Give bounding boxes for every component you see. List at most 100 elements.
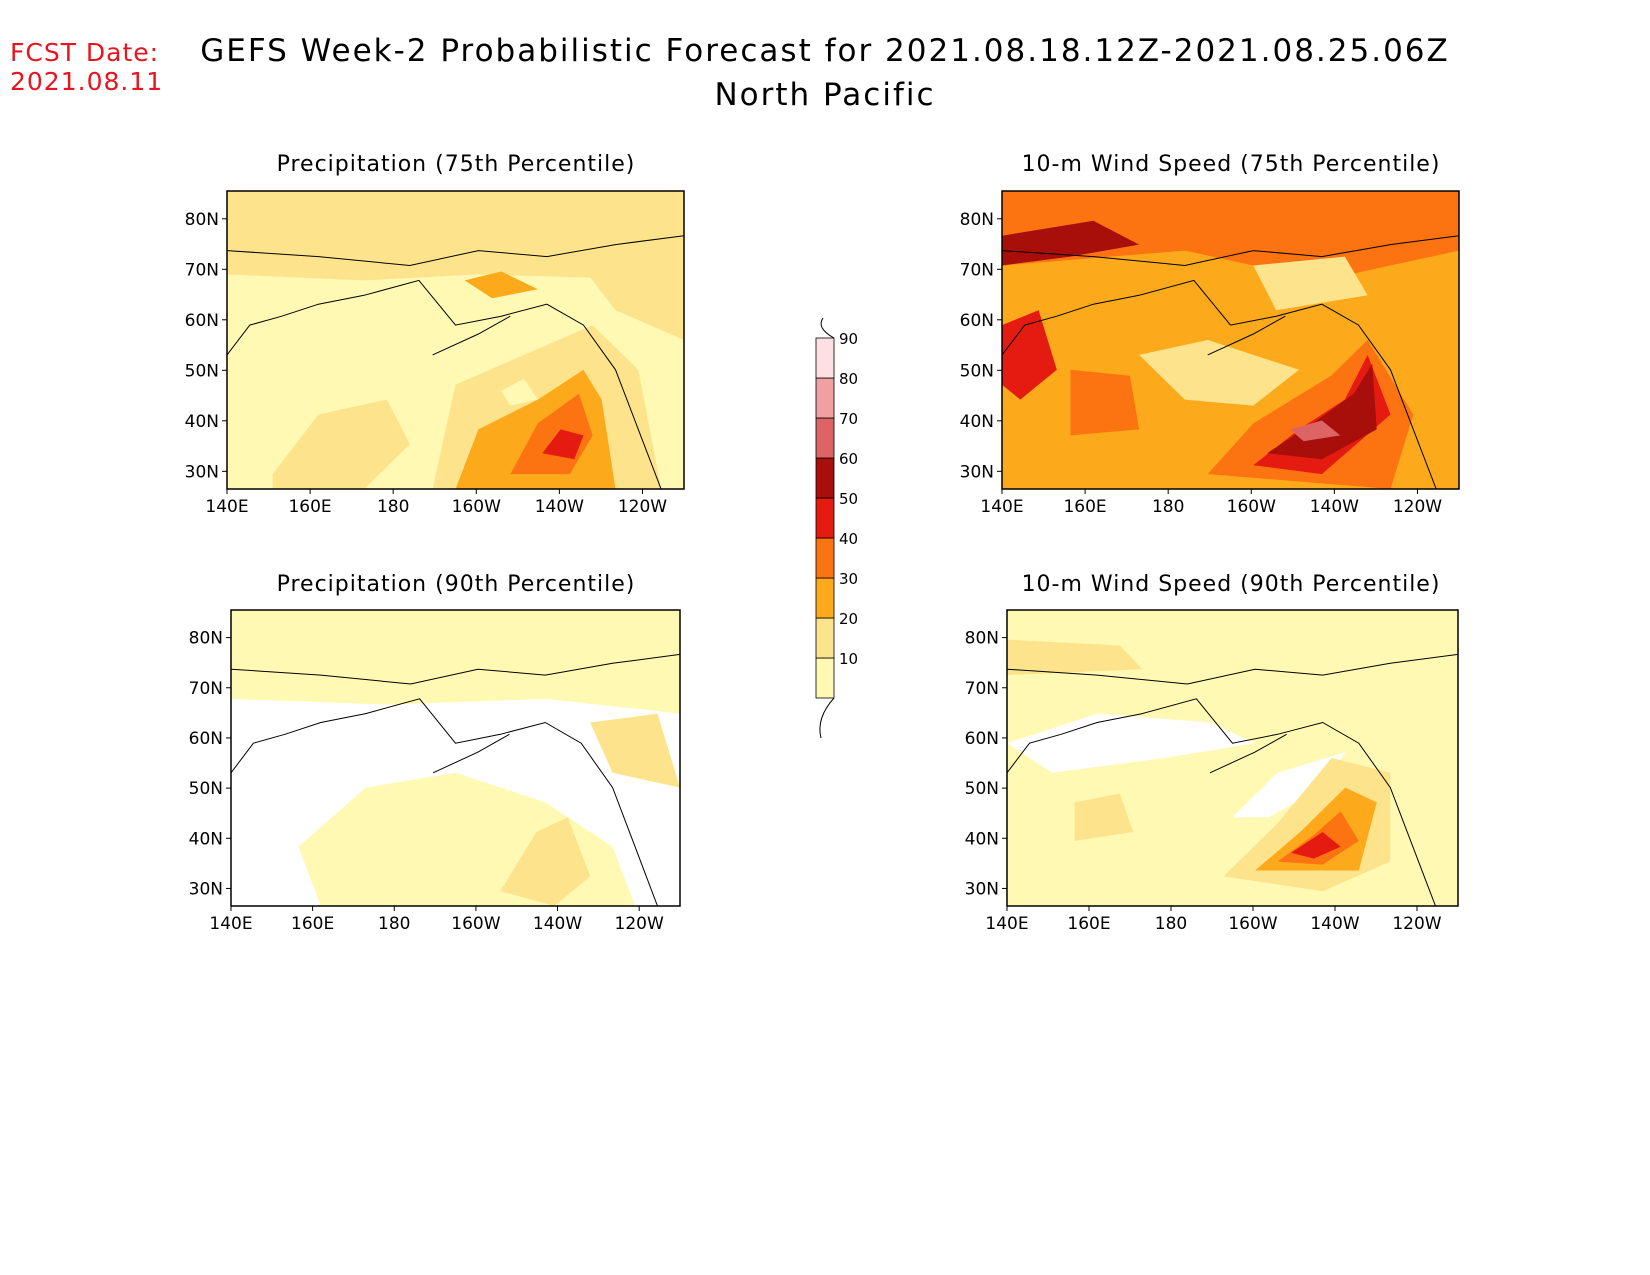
lon-tick-label: 180	[1152, 497, 1184, 517]
coastline	[231, 698, 658, 906]
lon-tick-label: 140W	[1310, 497, 1359, 517]
lat-tick-label: 40N	[960, 412, 994, 432]
panel-title-wind-75: 10-m Wind Speed (75th Percentile)	[1021, 152, 1441, 177]
lat-tick-label: 40N	[185, 412, 219, 432]
colorbar-segment	[815, 617, 835, 659]
colorbar-label: 50	[839, 490, 858, 508]
lat-tick-label: 60N	[960, 311, 994, 331]
probability-contour	[1253, 256, 1368, 311]
region-title: North Pacific	[714, 77, 936, 113]
lon-tick-label: 140W	[1310, 914, 1359, 934]
probability-contour	[227, 447, 264, 489]
lat-tick-label: 50N	[965, 779, 999, 799]
probability-contour	[590, 713, 680, 788]
colorbar-segment	[815, 417, 835, 459]
lon-tick-label: 120W	[1393, 497, 1442, 517]
probability-contour	[1002, 310, 1057, 400]
colorbar-label: 70	[839, 410, 858, 428]
lon-tick-label: 160E	[291, 914, 334, 934]
colorbar-label: 80	[839, 370, 858, 388]
lat-tick-label: 80N	[189, 629, 223, 649]
lat-tick-label: 60N	[185, 311, 219, 331]
probability-contour	[227, 191, 684, 281]
lat-tick-label: 80N	[185, 210, 219, 230]
probability-contour	[1255, 787, 1377, 871]
lat-tick-label: 40N	[189, 829, 223, 849]
lat-tick-label: 30N	[189, 879, 223, 899]
lon-tick-label: 180	[1155, 914, 1187, 934]
probability-contour	[272, 399, 410, 489]
probability-contour	[542, 429, 584, 460]
forecast-date-label: FCST Date: 2021.08.11	[10, 38, 163, 96]
lon-tick-label: 140E	[980, 497, 1023, 517]
colorbar-label: 10	[839, 650, 858, 668]
colorbar-segment	[815, 337, 835, 379]
coastline	[1002, 235, 1459, 267]
map-panel-2	[1002, 191, 1459, 489]
probability-contour	[1232, 752, 1346, 818]
colorbar-label: 30	[839, 570, 858, 588]
colorbar-segment	[815, 377, 835, 419]
lat-tick-label: 30N	[965, 879, 999, 899]
coastline	[1207, 315, 1286, 356]
lat-tick-label: 30N	[185, 462, 219, 482]
coastline	[432, 733, 510, 774]
lon-tick-label: 160W	[451, 914, 500, 934]
panel-title-wind-90: 10-m Wind Speed (90th Percentile)	[1021, 572, 1441, 597]
probability-contour	[1002, 220, 1140, 266]
lon-tick-label: 140E	[209, 914, 252, 934]
coastline	[432, 315, 511, 356]
colorbar-label: 20	[839, 610, 858, 628]
lat-tick-label: 70N	[960, 260, 994, 280]
lat-tick-label: 60N	[965, 729, 999, 749]
lon-tick-label: 140W	[535, 497, 584, 517]
lon-tick-label: 160W	[1228, 914, 1277, 934]
lon-tick-label: 140E	[985, 914, 1028, 934]
panel-title-precip-75: Precipitation (75th Percentile)	[276, 152, 636, 177]
probability-contour	[1074, 793, 1134, 841]
lon-tick-label: 120W	[618, 497, 667, 517]
coastline	[227, 235, 684, 267]
probability-contour	[1289, 420, 1341, 442]
map-panel-4	[1007, 610, 1458, 906]
lon-tick-label: 120W	[615, 914, 664, 934]
lat-tick-label: 60N	[189, 729, 223, 749]
coastline	[1002, 279, 1437, 489]
lon-tick-label: 180	[378, 914, 410, 934]
lat-tick-label: 80N	[965, 629, 999, 649]
lon-tick-label: 140W	[533, 914, 582, 934]
lon-tick-label: 160W	[1227, 497, 1276, 517]
coastline	[227, 279, 662, 489]
map-frame	[230, 609, 681, 907]
lat-tick-label: 50N	[189, 779, 223, 799]
colorbar-segment	[815, 497, 835, 539]
coastline	[1007, 653, 1458, 685]
colorbar-segment	[815, 657, 835, 699]
lon-tick-label: 120W	[1392, 914, 1441, 934]
colorbar-label: 90	[839, 330, 858, 348]
coastline	[1007, 698, 1436, 906]
lon-tick-label: 160E	[1067, 914, 1110, 934]
probability-contour	[501, 378, 538, 406]
map-frame	[1001, 190, 1460, 490]
colorbar-segment	[815, 537, 835, 579]
probability-contour	[1267, 363, 1377, 460]
main-title: GEFS Week-2 Probabilistic Forecast for 2…	[200, 33, 1450, 69]
lat-tick-label: 70N	[189, 679, 223, 699]
probability-contour	[1007, 713, 1255, 773]
lon-tick-label: 160E	[1063, 497, 1106, 517]
fcst-date-value: 2021.08.11	[10, 67, 164, 96]
colorbar-end-arrow	[819, 697, 835, 739]
lat-tick-label: 70N	[965, 679, 999, 699]
coastline	[1209, 733, 1287, 774]
probability-contour	[1007, 639, 1143, 676]
probability-contour	[569, 235, 684, 340]
lon-tick-label: 180	[377, 497, 409, 517]
map-frame	[226, 190, 685, 490]
lat-tick-label: 50N	[185, 361, 219, 381]
probability-contour	[1139, 340, 1299, 406]
colorbar-label: 60	[839, 450, 858, 468]
map-panel-1	[227, 191, 684, 489]
lat-tick-label: 50N	[960, 361, 994, 381]
probability-contour	[464, 271, 538, 299]
